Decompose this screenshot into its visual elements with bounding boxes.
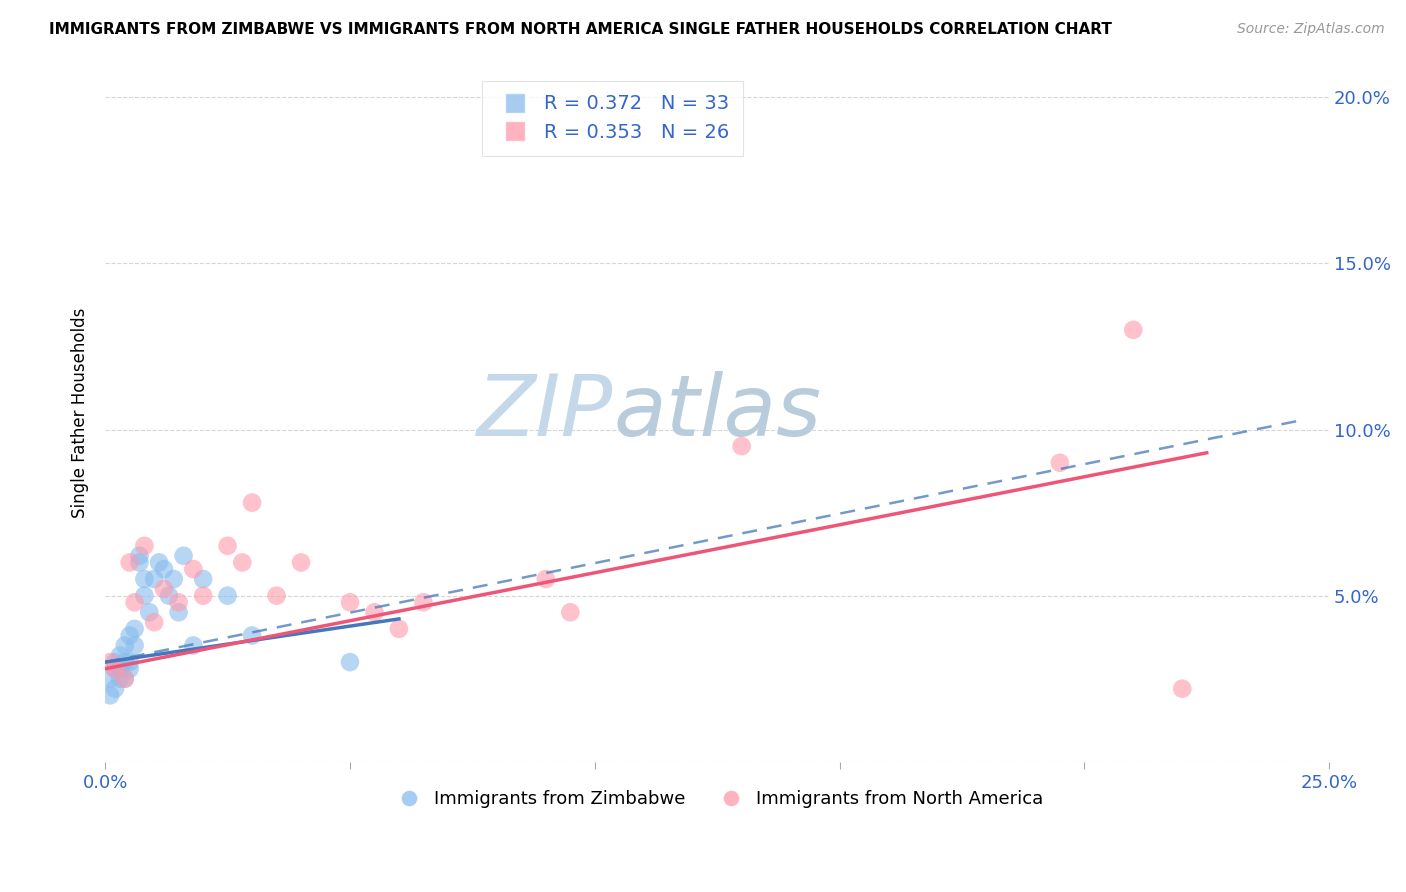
Point bbox=[98, 672, 121, 686]
Point bbox=[128, 556, 150, 570]
Point bbox=[167, 595, 190, 609]
Point bbox=[134, 539, 156, 553]
Point bbox=[108, 662, 131, 676]
Point bbox=[560, 605, 582, 619]
Point bbox=[1171, 681, 1194, 696]
Point bbox=[339, 655, 361, 669]
Point bbox=[98, 655, 121, 669]
Point bbox=[217, 539, 239, 553]
Point bbox=[183, 562, 205, 576]
Point bbox=[114, 672, 136, 686]
Text: ZIP: ZIP bbox=[477, 371, 613, 454]
Text: Source: ZipAtlas.com: Source: ZipAtlas.com bbox=[1237, 22, 1385, 37]
Point bbox=[104, 662, 127, 676]
Point bbox=[173, 549, 195, 563]
Legend: Immigrants from Zimbabwe, Immigrants from North America: Immigrants from Zimbabwe, Immigrants fro… bbox=[384, 783, 1050, 815]
Point bbox=[104, 681, 127, 696]
Point bbox=[163, 572, 186, 586]
Point bbox=[128, 549, 150, 563]
Point bbox=[143, 615, 166, 630]
Point bbox=[143, 572, 166, 586]
Point bbox=[191, 572, 214, 586]
Point bbox=[114, 672, 136, 686]
Y-axis label: Single Father Households: Single Father Households bbox=[72, 308, 89, 518]
Point bbox=[363, 605, 385, 619]
Point bbox=[534, 572, 557, 586]
Point bbox=[138, 605, 160, 619]
Text: IMMIGRANTS FROM ZIMBABWE VS IMMIGRANTS FROM NORTH AMERICA SINGLE FATHER HOUSEHOL: IMMIGRANTS FROM ZIMBABWE VS IMMIGRANTS F… bbox=[49, 22, 1112, 37]
Point bbox=[240, 628, 263, 642]
Point bbox=[388, 622, 411, 636]
Point bbox=[148, 556, 170, 570]
Point bbox=[339, 595, 361, 609]
Point bbox=[134, 572, 156, 586]
Point bbox=[124, 622, 146, 636]
Point bbox=[118, 655, 141, 669]
Point bbox=[730, 439, 752, 453]
Point bbox=[108, 648, 131, 663]
Point bbox=[167, 605, 190, 619]
Point bbox=[124, 595, 146, 609]
Point bbox=[217, 589, 239, 603]
Point bbox=[124, 639, 146, 653]
Point bbox=[412, 595, 434, 609]
Point bbox=[153, 562, 176, 576]
Point bbox=[118, 628, 141, 642]
Point bbox=[240, 495, 263, 509]
Point bbox=[104, 655, 127, 669]
Point bbox=[118, 556, 141, 570]
Point bbox=[153, 582, 176, 596]
Point bbox=[157, 589, 180, 603]
Point bbox=[266, 589, 288, 603]
Text: atlas: atlas bbox=[613, 371, 821, 454]
Point bbox=[134, 589, 156, 603]
Point bbox=[231, 556, 253, 570]
Point bbox=[104, 662, 127, 676]
Point bbox=[114, 655, 136, 669]
Point bbox=[114, 639, 136, 653]
Point bbox=[183, 639, 205, 653]
Point bbox=[1122, 323, 1144, 337]
Point bbox=[1049, 456, 1071, 470]
Point bbox=[191, 589, 214, 603]
Point bbox=[290, 556, 312, 570]
Point bbox=[108, 672, 131, 686]
Point bbox=[98, 689, 121, 703]
Point bbox=[118, 662, 141, 676]
